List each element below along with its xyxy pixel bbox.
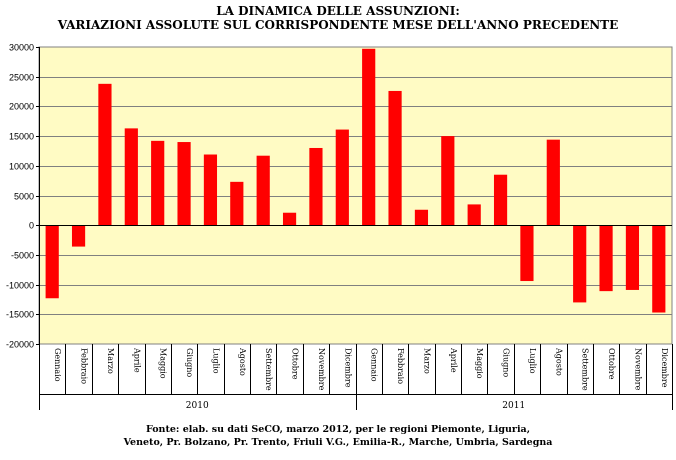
bar [309,147,323,226]
x-category-label: Agosto [238,347,247,376]
bar [467,204,481,226]
bar [441,136,455,226]
source-line-1: Fonte: elab. su dati SeCO, marzo 2012, p… [145,424,531,435]
x-category-label: Novembre [317,348,326,391]
y-tick-label: 10000 [9,162,34,172]
x-category-label: Luglio [211,348,220,374]
x-category-label: Maggio [159,348,168,379]
bar [282,212,297,226]
x-category-label: Ottobre [291,348,300,380]
y-tick-label: 25000 [9,73,34,83]
bar [546,139,560,226]
x-category-label: Maggio [475,348,484,379]
x-category-label: Luglio [528,348,537,374]
x-category-label: Gennaio [53,348,62,382]
bar [177,142,191,226]
bar [493,174,508,226]
bar [230,181,244,226]
y-tick-label: 5000 [14,192,34,202]
chart-title-line-1: LA DINAMICA DELLE ASSUNZIONI: [216,4,460,18]
x-category-label: Dicembre [343,348,352,388]
x-category-label: Settembre [264,348,273,391]
bar [256,155,270,226]
bar [520,225,534,282]
source-note: Fonte: elab. su dati SeCO, marzo 2012, p… [0,424,676,449]
x-category-label: Marzo [106,348,115,374]
x-category-label: Ottobre [607,348,616,380]
x-category-label: Agosto [554,347,563,376]
x-category-label: Giugno [502,348,511,377]
chart-title-line-2: VARIAZIONI ASSOLUTE SUL CORRISPONDENTE M… [57,18,619,32]
bar [203,154,218,226]
bar [414,209,429,226]
bar [45,225,59,299]
y-tick-label: -5000 [11,251,34,261]
chart-title: LA DINAMICA DELLE ASSUNZIONI: VARIAZIONI… [0,4,676,32]
x-category-label: Settembre [581,348,590,391]
x-category-label: Aprile [132,347,141,373]
y-tick-label: 30000 [9,43,34,53]
y-tick-label: 20000 [9,102,34,112]
y-tick-label: -20000 [6,340,34,350]
bar [335,129,349,226]
bar [652,225,666,313]
x-category-label: Febbraio [80,348,89,384]
y-tick-label: 0 [29,221,34,231]
bar [388,90,402,226]
bar [151,140,165,226]
plot-area [38,46,673,345]
bar [362,48,376,226]
year-label: 2011 [502,401,525,411]
x-category-label: Dicembre [660,348,669,388]
bar [71,225,86,247]
bar [599,225,613,292]
x-category-label: Giugno [185,348,194,377]
x-category-label: Marzo [422,348,431,374]
x-category-label: Novembre [633,348,642,391]
x-category-label: Gennaio [370,348,379,382]
x-category-label: Febbraio [396,348,405,384]
bar [573,225,587,303]
year-label: 2010 [186,401,209,411]
y-tick-label: -15000 [6,310,34,320]
bar [625,225,640,290]
bar [98,83,112,226]
y-tick-label: 15000 [9,132,34,142]
x-category-label: Aprile [449,347,458,373]
y-tick-label: -10000 [6,281,34,291]
source-line-2: Veneto, Pr. Bolzano, Pr. Trento, Friuli … [123,436,553,448]
bar [124,128,138,226]
